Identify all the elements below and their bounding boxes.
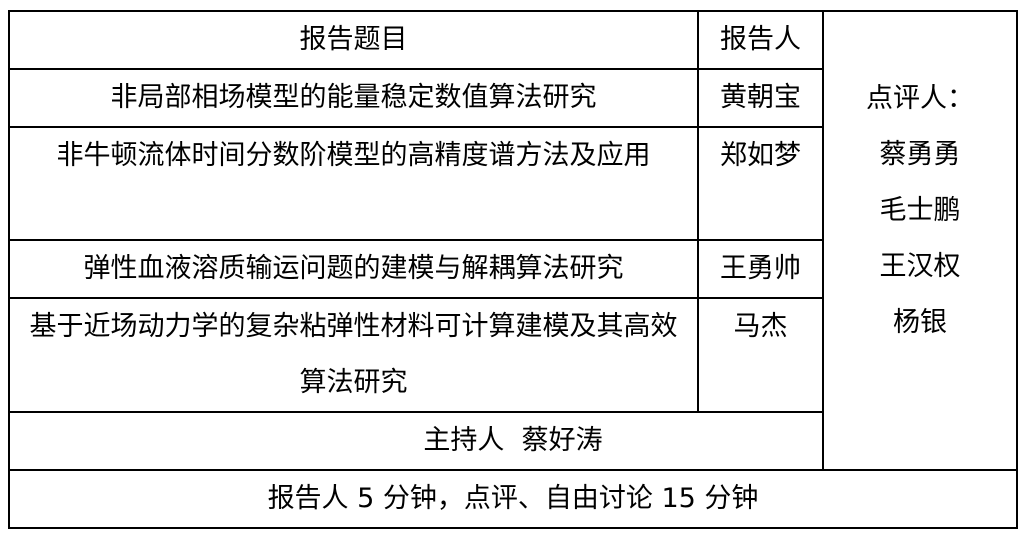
report-speaker: 黄朝宝	[697, 68, 824, 128]
host-row: 主持人 蔡好涛	[8, 411, 1018, 471]
table-row: 非牛顿流体时间分数阶模型的高精度谱方法及应用 郑如梦	[8, 126, 1017, 241]
report-speaker: 郑如梦	[697, 126, 824, 241]
table-row: 基于近场动力学的复杂粘弹性材料可计算建模及其高效算法研究 马杰	[8, 297, 1017, 413]
report-topic: 弹性血液溶质输运问题的建模与解耦算法研究	[8, 239, 699, 299]
footer-note: 报告人 5 分钟，点评、自由讨论 15 分钟	[8, 469, 1018, 529]
reviewers-cell: 点评人： 蔡勇勇 毛士鹏 王汉权 杨银	[822, 10, 1018, 471]
report-topic: 非牛顿流体时间分数阶模型的高精度谱方法及应用	[8, 126, 699, 241]
reviewer-name: 王汉权	[879, 251, 961, 282]
schedule-table: 报告题目 报告人 点评人： 蔡勇勇 毛士鹏 王汉权 杨银 非局部相场模型的能量稳…	[8, 10, 1018, 529]
report-topic: 非局部相场模型的能量稳定数值算法研究	[8, 68, 699, 128]
reviewer-name: 毛士鹏	[879, 195, 961, 226]
reviewers-label: 点评人：	[866, 83, 974, 114]
table-row: 非局部相场模型的能量稳定数值算法研究 黄朝宝	[8, 68, 1017, 128]
header-speaker: 报告人	[697, 10, 824, 70]
reviewer-name: 蔡勇勇	[879, 139, 961, 170]
header-topic: 报告题目	[8, 10, 699, 70]
report-speaker: 王勇帅	[697, 239, 824, 299]
report-speaker: 马杰	[697, 297, 824, 413]
report-topic: 基于近场动力学的复杂粘弹性材料可计算建模及其高效算法研究	[8, 297, 699, 413]
reviewer-name: 杨银	[893, 307, 947, 338]
table-row: 弹性血液溶质输运问题的建模与解耦算法研究 王勇帅	[8, 239, 1017, 299]
